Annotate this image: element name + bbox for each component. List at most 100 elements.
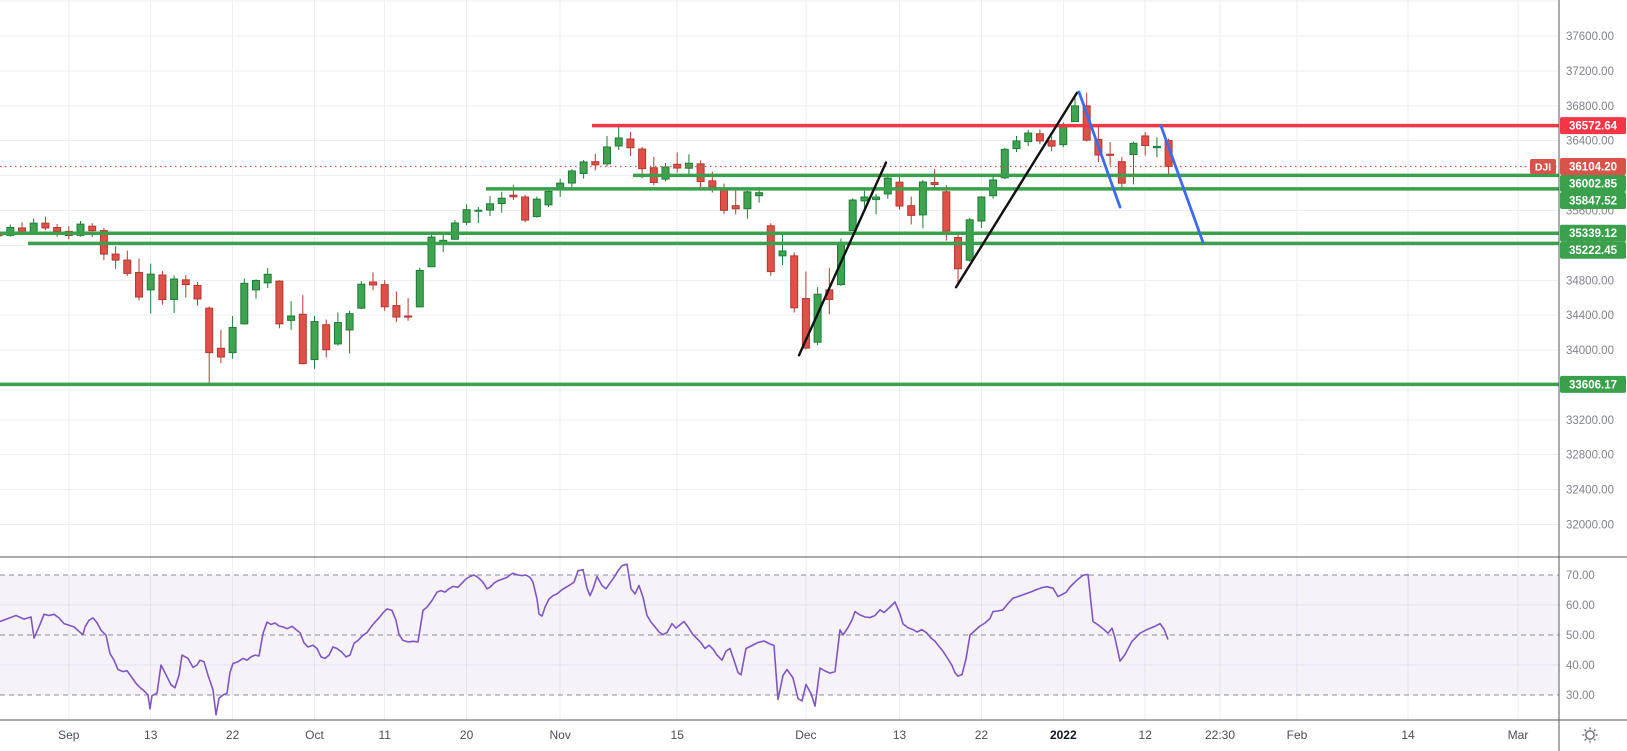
candle-body — [1024, 132, 1033, 143]
rsi-line[interactable] — [0, 563, 1169, 716]
price-tick-label: 32000.00 — [1566, 519, 1614, 531]
price-badge-label: 36002.85 — [1569, 179, 1618, 191]
candle-body — [556, 182, 565, 189]
candle-body — [76, 223, 85, 236]
candle-body — [158, 274, 167, 301]
time-tick-label: 22 — [975, 728, 989, 742]
candle-body — [567, 170, 576, 184]
candle-body — [252, 279, 260, 291]
candle-body — [720, 187, 728, 211]
candle-body — [415, 269, 424, 308]
candle-body — [497, 197, 506, 205]
candle-body — [345, 313, 354, 331]
candle-body — [404, 315, 413, 318]
candle-body — [1035, 133, 1044, 142]
time-tick-label: 15 — [671, 728, 685, 742]
candle-body — [450, 222, 459, 240]
candle-body — [181, 279, 190, 286]
trendlines[interactable] — [797, 90, 1205, 357]
candle-body — [1117, 161, 1126, 184]
candle-body — [380, 284, 389, 308]
rsi-tick-label: 40.00 — [1566, 660, 1595, 672]
price-tick-label: 32400.00 — [1566, 485, 1614, 497]
candle-body — [977, 196, 986, 222]
candle-body — [462, 209, 471, 223]
time-tick-label: Dec — [795, 728, 816, 742]
candle-body — [486, 203, 494, 211]
descending-trendline-1[interactable] — [1077, 90, 1122, 209]
candlestick-series[interactable] — [0, 92, 1173, 384]
rsi-tick-label: 30.00 — [1566, 690, 1595, 702]
price-tick-label: 36800.00 — [1566, 101, 1614, 113]
candle-body — [883, 177, 892, 195]
price-axis[interactable]: 37600.0037200.0036800.0036400.0036000.00… — [1566, 31, 1614, 702]
price-badge-label: 36104.20 — [1569, 162, 1617, 174]
candle-body — [778, 250, 787, 257]
candle-body — [544, 190, 553, 206]
time-tick-label: 2022 — [1050, 728, 1077, 742]
candle-body — [895, 181, 904, 207]
time-tick-label: Feb — [1287, 728, 1308, 742]
candle-body — [123, 259, 132, 274]
rsi-tick-label: 50.00 — [1566, 630, 1595, 642]
candle-body — [638, 148, 647, 170]
candle-body — [88, 225, 97, 232]
rsi-tick-label: 70.00 — [1566, 570, 1595, 582]
candle-body — [731, 205, 740, 210]
price-badge-label: 36572.64 — [1569, 121, 1618, 133]
candle-body — [766, 225, 775, 273]
candle-body — [392, 305, 401, 318]
candle-body — [860, 196, 869, 202]
candle-body — [532, 198, 541, 218]
candle-body — [848, 199, 857, 232]
candle-body — [216, 347, 225, 358]
candle-body — [29, 222, 38, 234]
price-badge-33606.17: 33606.17 — [1560, 375, 1626, 393]
candle-body — [1047, 140, 1056, 147]
time-tick-label: Nov — [550, 728, 571, 742]
candle-body — [801, 298, 810, 349]
symbol-badge-label: DJI — [1535, 162, 1551, 174]
price-tick-label: 37600.00 — [1566, 31, 1614, 43]
price-tick-label: 33200.00 — [1566, 415, 1614, 427]
candle-body — [1059, 124, 1068, 146]
settings-gear-icon[interactable] — [1582, 727, 1598, 743]
candle-body — [1106, 153, 1115, 156]
descending-trendline-2[interactable] — [1159, 124, 1205, 244]
price-tick-label: 34400.00 — [1566, 310, 1614, 322]
candle-body — [287, 315, 296, 321]
ascending-trendline-2[interactable] — [954, 91, 1079, 289]
price-levels[interactable] — [0, 123, 1559, 387]
ascending-trendline-1[interactable] — [797, 161, 888, 357]
candle-body — [135, 271, 143, 298]
candle-body — [263, 273, 272, 284]
candle-body — [579, 161, 588, 174]
time-axis[interactable]: Sep 13 22 Oct 11 20 Nov 15 Dec 13 22 2022 12 22:30 Feb… — [58, 728, 1528, 742]
candle-body — [193, 284, 202, 300]
candle-body — [872, 196, 881, 201]
candle-body — [41, 222, 50, 229]
price-badge-35222.45: 35222.45 — [1560, 241, 1626, 259]
rsi-band — [0, 574, 1559, 696]
price-tick-label: 36400.00 — [1566, 136, 1614, 148]
candle-body — [111, 253, 120, 261]
candle-body — [228, 327, 237, 354]
candle-body — [790, 255, 799, 309]
candle-body — [591, 161, 600, 166]
price-tick-label: 37200.00 — [1566, 66, 1614, 78]
candle-body — [369, 281, 377, 286]
candle-body — [918, 181, 927, 216]
candle-body — [310, 321, 319, 361]
candle-body — [509, 194, 518, 198]
candle-body — [146, 273, 155, 291]
candle-body — [1141, 135, 1150, 147]
candle-body — [661, 166, 670, 180]
candle-body — [755, 192, 764, 197]
candle-body — [6, 227, 15, 236]
time-tick-label: 22 — [226, 728, 240, 742]
candle-body — [673, 163, 682, 169]
candle-body — [1129, 142, 1138, 156]
candle-body — [1152, 145, 1161, 149]
